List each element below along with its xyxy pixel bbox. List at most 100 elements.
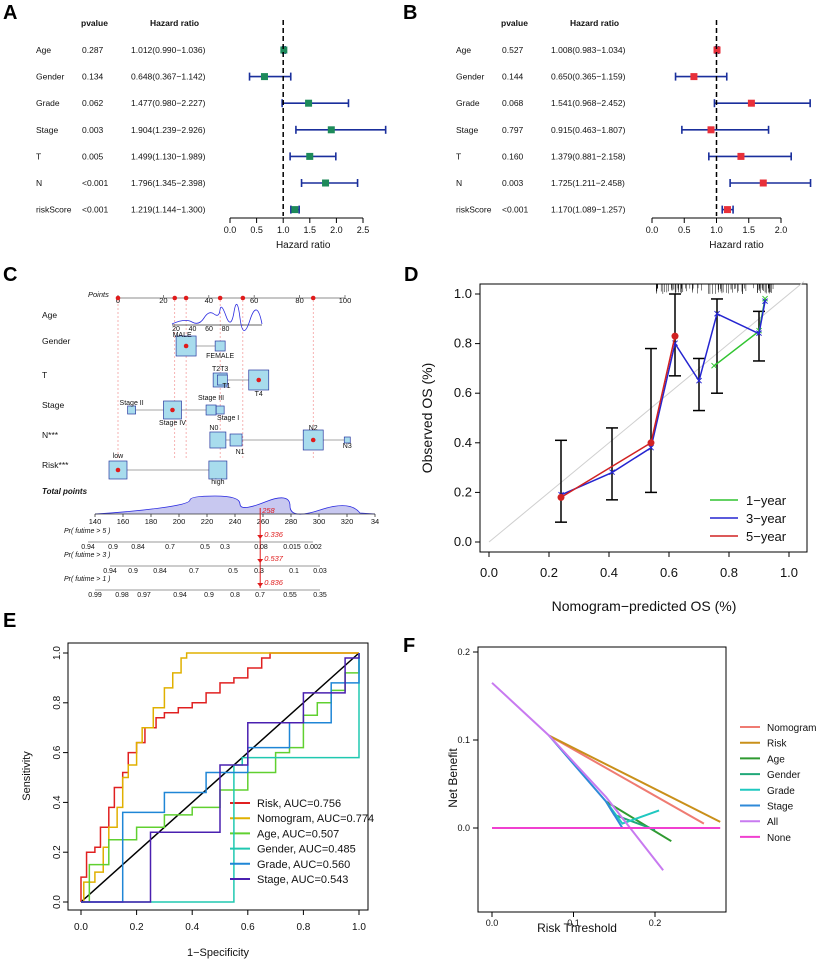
category-box — [206, 405, 216, 415]
panel-c-nomogram: Points020406080100Age20406080GenderMALEF… — [42, 290, 379, 599]
pvalue-header: pvalue — [501, 18, 528, 28]
category-label: FEMALE — [206, 353, 234, 360]
row-pvalue-gender: 0.134 — [82, 72, 104, 82]
y-tick-label: 0.8 — [52, 695, 63, 709]
hr-point-n — [322, 180, 329, 187]
total-tick-label: 320 — [341, 517, 354, 526]
row-pvalue-riskscore: <0.001 — [82, 205, 109, 215]
category-label: Stage I — [217, 415, 239, 422]
y-axis-title: Net Benefit — [446, 748, 460, 808]
x-tick-label: 0.5 — [678, 225, 691, 235]
category-label: low — [113, 453, 124, 460]
row-name-grade: Grade — [36, 98, 60, 108]
probability-tick-label: 0.9 — [128, 568, 138, 575]
variable-label-3: N*** — [42, 430, 59, 440]
row-name-age: Age — [36, 45, 51, 55]
probability-value: 0.336 — [264, 530, 284, 539]
total-tick-label: 140 — [89, 517, 102, 526]
total-tick-label: 200 — [173, 517, 186, 526]
legend-label-2: Age, AUC=0.507 — [257, 828, 339, 840]
x-axis-title: Hazard ratio — [709, 240, 764, 251]
row-name-stage: Stage — [36, 125, 58, 135]
calibration-point: × — [761, 293, 769, 308]
y-tick-label: 0.2 — [52, 845, 63, 859]
y-tick-label: 0.0 — [457, 823, 470, 833]
row-pvalue-t: 0.160 — [502, 151, 524, 161]
row-pvalue-age: 0.287 — [82, 45, 104, 55]
variable-label-4: Risk*** — [42, 460, 69, 470]
x-tick-label: 0.2 — [540, 565, 558, 580]
row-hr-grade: 1.477(0.980−2.227) — [131, 98, 206, 108]
row-hr-gender: 0.648(0.367−1.142) — [131, 72, 206, 82]
hazard-ratio-header: Hazard ratio — [150, 18, 199, 28]
x-tick-label: 0.4 — [600, 565, 618, 580]
probability-tick-label: 0.84 — [131, 544, 145, 551]
row-hr-riskscore: 1.219(1.144−1.300) — [131, 205, 206, 215]
selected-point-marker — [218, 296, 223, 301]
probability-tick-label: 0.08 — [254, 544, 268, 551]
x-tick-label: 1.0 — [710, 225, 723, 235]
selected-category-point — [256, 378, 261, 383]
points-tick-label: 100 — [339, 296, 352, 305]
calibration-point: × — [713, 306, 721, 321]
category-label: MALE — [173, 332, 192, 339]
probability-row-label: Pr( futime > 3 ) — [64, 552, 110, 559]
row-hr-age: 1.012(0.990−1.036) — [131, 45, 206, 55]
dca-curve-0 — [549, 736, 704, 824]
x-tick-label: 0.6 — [241, 922, 255, 933]
variable-label-1: T — [42, 370, 47, 380]
probability-tick-label: 0.1 — [289, 568, 299, 575]
x-tick-label: 0.2 — [649, 918, 662, 928]
panel-label-d: D — [404, 264, 418, 286]
probability-tick-label: 0.9 — [204, 592, 214, 599]
probability-tick-label: 0.03 — [313, 568, 327, 575]
probability-row-label: Pr( futime > 5 ) — [64, 528, 110, 535]
hr-point-n — [760, 180, 767, 187]
x-tick-label: 0.8 — [296, 922, 310, 933]
age-tick-label: 60 — [205, 326, 213, 333]
row-hr-t: 1.379(0.881−2.158) — [551, 151, 626, 161]
x-tick-label: 0.2 — [130, 922, 144, 933]
selected-category-point — [116, 468, 121, 473]
dca-curve-1 — [549, 736, 720, 822]
probability-tick-label: 0.55 — [283, 592, 297, 599]
row-pvalue-stage: 0.797 — [502, 125, 524, 135]
probability-tick-label: 0.94 — [81, 544, 95, 551]
variable-label-2: Stage — [42, 400, 64, 410]
category-box — [230, 434, 242, 446]
probability-tick-label: 0.002 — [304, 544, 322, 551]
legend-label-2: Age — [767, 754, 785, 765]
probability-tick-label: 0.3 — [220, 544, 230, 551]
points-label: Points — [88, 290, 109, 299]
x-tick-label: 1.0 — [780, 565, 798, 580]
x-tick-label: 2.5 — [357, 225, 370, 235]
probability-value: 0.836 — [264, 578, 284, 587]
row-pvalue-grade: 0.062 — [82, 98, 104, 108]
row-name-t: T — [456, 151, 461, 161]
row-name-riskscore: riskScore — [36, 205, 72, 215]
points-tick-label: 60 — [250, 296, 258, 305]
panel-e-roc-curve: 0.00.00.20.20.40.40.60.60.80.81.01.01−Sp… — [21, 643, 374, 959]
x-tick-label: 0.8 — [720, 565, 738, 580]
calibration-point: × — [695, 373, 703, 388]
category-label: high — [211, 479, 224, 486]
selected-category-point — [311, 438, 316, 443]
row-pvalue-gender: 0.144 — [502, 72, 524, 82]
probability-tick-label: 0.5 — [200, 544, 210, 551]
row-hr-t: 1.499(1.130−1.989) — [131, 151, 206, 161]
total-value: 258 — [261, 506, 275, 515]
x-axis-title: Hazard ratio — [276, 240, 331, 251]
y-tick-label: 0.2 — [457, 647, 470, 657]
legend-label-1: Risk — [767, 739, 787, 750]
legend-label-3: Gender, AUC=0.485 — [257, 844, 356, 856]
total-tick-label: 300 — [313, 517, 326, 526]
panel-d-calibration-plot: 0.00.00.20.20.40.40.60.60.80.81.01.0Nomo… — [419, 282, 807, 614]
category-label: T4 — [255, 391, 263, 398]
y-tick-label: 0.2 — [454, 484, 472, 499]
row-name-age: Age — [456, 45, 471, 55]
probability-value: 0.537 — [264, 554, 284, 563]
legend-label-7: None — [767, 833, 791, 844]
y-axis-title: Sensitivity — [21, 751, 33, 801]
row-hr-stage: 1.904(1.239−2.926) — [131, 125, 206, 135]
panel-f-decision-curve: 0.0 0.1 0.2 0.0 0.1 0.2 Risk Threshold Net Bene… — [446, 647, 816, 935]
